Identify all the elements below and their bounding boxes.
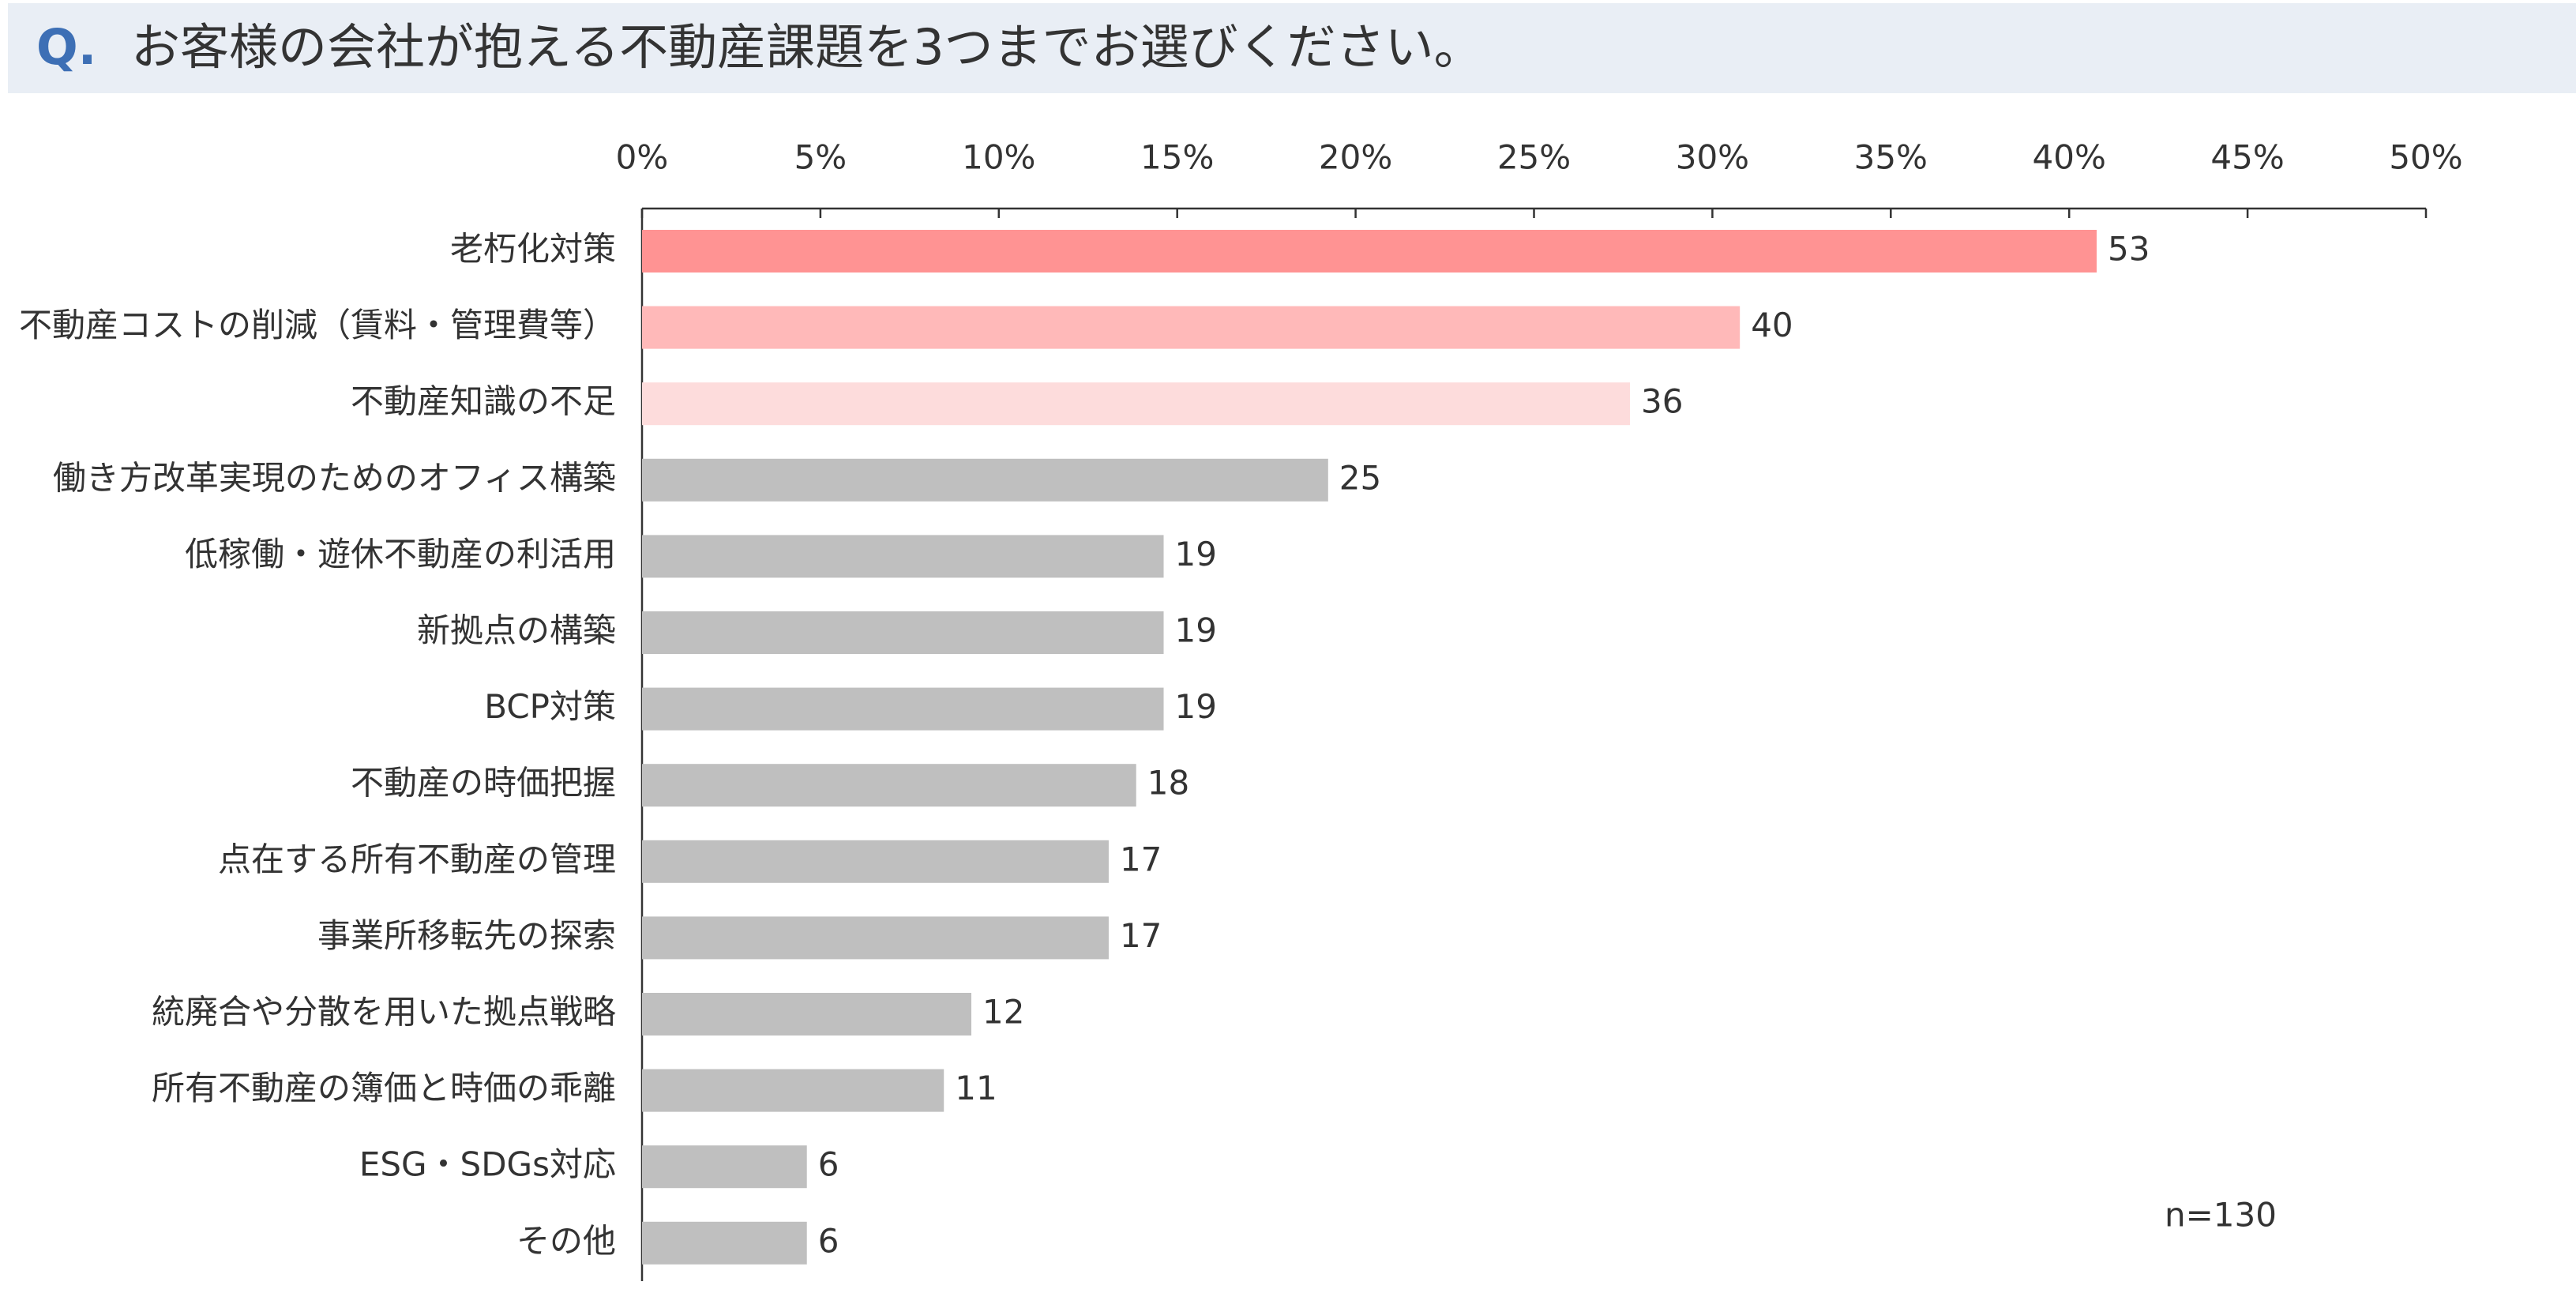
y-tick-label: 不動産コストの削減（賃料・管理費等） [19,306,616,344]
bar [642,1145,807,1189]
bar [642,382,1631,426]
bar [642,230,2097,272]
y-tick-label: BCP対策 [484,687,616,726]
bar [642,764,1136,807]
y-tick-label: その他 [516,1221,616,1260]
y-tick-label: 統廃合や分散を用いた拠点戦略 [152,993,616,1032]
y-tick-label: 働き方改革実現のためのオフィス構築 [53,458,616,497]
data-label: 12 [982,993,1024,1032]
bar [642,458,1328,502]
y-tick-label: 事業所移転先の探索 [317,916,616,955]
x-tick-label: 10% [962,138,1035,177]
x-tick-label: 25% [1497,138,1571,177]
bar [642,916,1109,960]
data-label: 6 [818,1221,839,1260]
question-marker: Q. [36,18,96,76]
x-tick-label: 30% [1676,138,1749,177]
chart-title: お客様の会社が抱える不動産課題を3つまでお選びください。 [131,18,1483,76]
y-tick-label: ESG・SDGs対応 [359,1145,616,1184]
x-tick-label: 15% [1140,138,1214,177]
data-label: 6 [818,1145,839,1184]
data-label: 18 [1147,764,1189,802]
data-label: 19 [1175,687,1217,726]
x-tick-label: 50% [2389,138,2462,177]
data-label: 53 [2108,230,2150,269]
data-label: 40 [1751,306,1793,344]
bar [642,535,1164,578]
bar [642,1069,944,1112]
x-tick-label: 45% [2210,138,2284,177]
bar [642,1221,807,1265]
x-tick-label: 20% [1319,138,1392,177]
y-tick-label: 所有不動産の簿価と時価の乖離 [152,1069,616,1107]
x-tick-label: 5% [794,138,847,177]
data-label: 19 [1175,535,1217,573]
y-tick-label: 不動産の時価把握 [351,764,616,802]
y-tick-label: 不動産知識の不足 [351,382,616,421]
annotation: n=130 [2165,1196,2277,1235]
y-tick-label: 老朽化対策 [450,230,616,269]
bar [642,687,1164,731]
y-tick-label: 点在する所有不動産の管理 [218,840,616,878]
data-label: 11 [955,1069,997,1107]
title-band [8,3,2576,93]
bar [642,993,972,1036]
y-tick-label: 新拠点の構築 [417,611,616,650]
bar [642,840,1109,883]
y-tick-label: 低稼働・遊休不動産の利活用 [185,535,616,573]
x-tick-label: 35% [1854,138,1928,177]
x-tick-label: 0% [616,138,669,177]
data-label: 25 [1339,458,1381,497]
bar [642,306,1740,349]
bar [642,611,1164,654]
x-tick-label: 40% [2033,138,2106,177]
data-label: 17 [1120,916,1162,955]
data-label: 19 [1175,611,1217,650]
data-label: 36 [1641,382,1683,421]
data-label: 17 [1120,840,1162,878]
